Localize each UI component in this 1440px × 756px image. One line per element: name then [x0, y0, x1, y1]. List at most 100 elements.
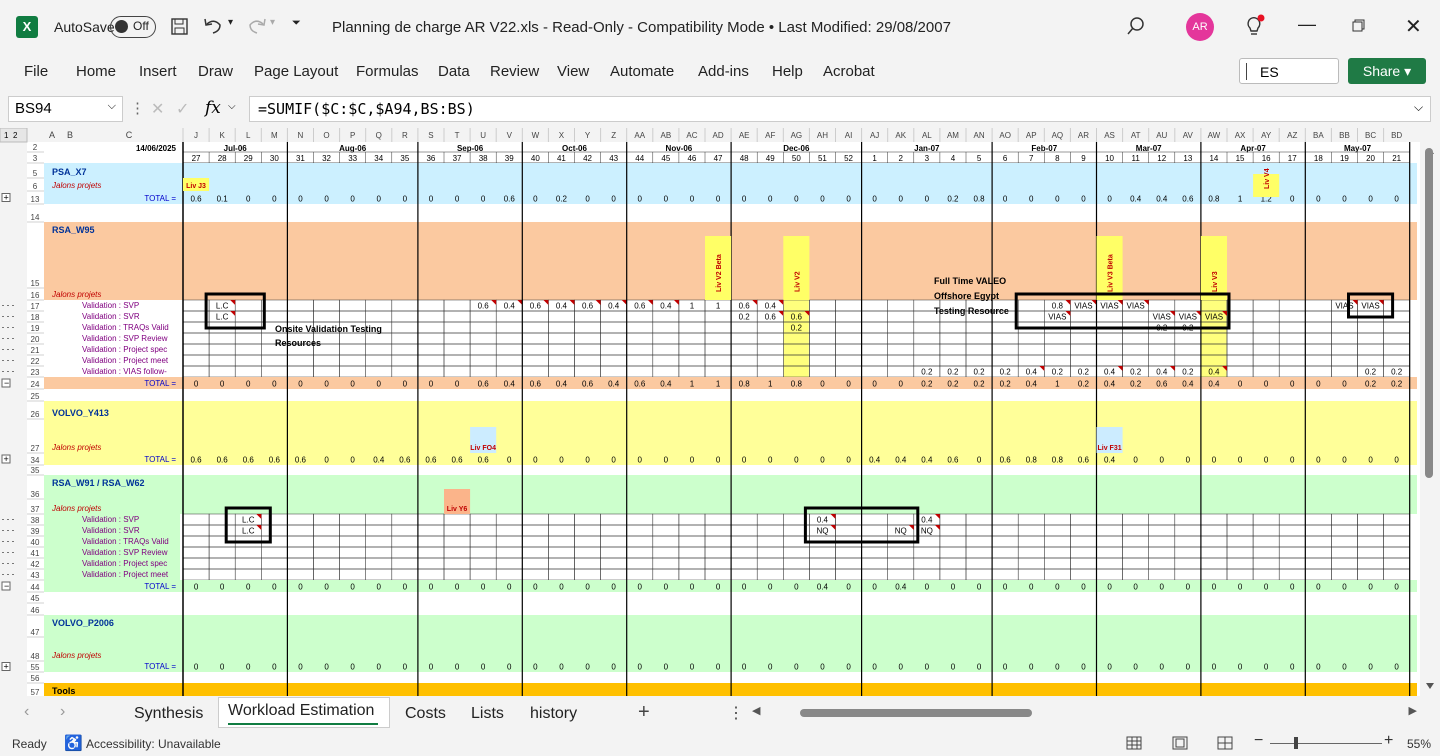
grid-cell[interactable]: [678, 557, 706, 570]
grid-cell[interactable]: [1331, 354, 1358, 367]
grid-cell[interactable]: [234, 310, 262, 323]
grid-cell[interactable]: [730, 332, 758, 345]
add-sheet-icon[interactable]: +: [638, 701, 650, 723]
grid-cell[interactable]: [443, 513, 471, 526]
grid-cell[interactable]: [939, 535, 967, 548]
grid-cell[interactable]: [417, 332, 445, 345]
expand-formula-bar-icon[interactable]: ⌵: [1414, 100, 1424, 114]
grid-cell[interactable]: [1148, 568, 1176, 581]
grid-cell[interactable]: [652, 568, 680, 581]
grid-cell[interactable]: [965, 332, 993, 345]
grid-cell[interactable]: [469, 365, 497, 378]
grid-cell[interactable]: [1278, 321, 1306, 334]
grid-cell[interactable]: [991, 343, 1019, 356]
grid-cell[interactable]: [1357, 354, 1384, 367]
grid-cell[interactable]: [548, 513, 575, 526]
grid-cell[interactable]: [1122, 568, 1149, 581]
grid-cell[interactable]: [391, 321, 419, 334]
grid-cell[interactable]: [1122, 343, 1149, 356]
grid-cell[interactable]: [887, 321, 915, 334]
grid-cell[interactable]: [1096, 343, 1123, 356]
grid-cell[interactable]: [809, 546, 836, 559]
menu-help[interactable]: Help: [772, 63, 803, 80]
grid-cell[interactable]: [1331, 365, 1358, 378]
accessibility-status[interactable]: Accessibility: Unavailable: [86, 737, 221, 751]
save-icon[interactable]: [170, 17, 190, 37]
grid-cell[interactable]: [626, 310, 654, 323]
grid-cell[interactable]: [756, 332, 784, 345]
grid-cell[interactable]: [939, 557, 967, 570]
grid-cell[interactable]: [1278, 299, 1306, 312]
grid-cell[interactable]: [939, 513, 967, 526]
zoom-level[interactable]: 55%: [1407, 737, 1432, 751]
grid-cell[interactable]: [548, 557, 575, 570]
grid-cell[interactable]: [495, 524, 523, 537]
grid-cell[interactable]: [1044, 332, 1071, 345]
grid-cell[interactable]: [522, 310, 549, 323]
grid-cell[interactable]: [1226, 299, 1254, 312]
grid-cell[interactable]: [522, 343, 549, 356]
grid-cell[interactable]: [391, 524, 419, 537]
grid-cell[interactable]: [965, 535, 993, 548]
grid-cell[interactable]: [1070, 343, 1097, 356]
grid-cell[interactable]: [887, 354, 915, 367]
grid-cell[interactable]: [208, 546, 236, 559]
grid-cell[interactable]: [626, 332, 654, 345]
grid-cell[interactable]: [1174, 546, 1202, 559]
grid-cell[interactable]: [443, 343, 471, 356]
grid-cell[interactable]: [704, 568, 732, 581]
grid-cell[interactable]: [365, 524, 393, 537]
grid-cell[interactable]: [652, 513, 680, 526]
grid-cell[interactable]: [626, 513, 654, 526]
grid-cell[interactable]: [1305, 365, 1332, 378]
grid-cell[interactable]: [1200, 546, 1228, 559]
grid-cell[interactable]: [522, 557, 549, 570]
grid-cell[interactable]: [365, 299, 393, 312]
grid-cell[interactable]: [469, 332, 497, 345]
grid-cell[interactable]: [495, 343, 523, 356]
grid-cell[interactable]: [652, 557, 680, 570]
grid-cell[interactable]: [1200, 568, 1228, 581]
grid-cell[interactable]: [1252, 321, 1280, 334]
grid-cell[interactable]: [1174, 354, 1202, 367]
sheet-tab-synthesis[interactable]: Synthesis: [134, 705, 204, 722]
grid-cell[interactable]: [678, 343, 706, 356]
page-break-view-icon[interactable]: [1217, 736, 1233, 750]
grid-cell[interactable]: [626, 546, 654, 559]
grid-cell[interactable]: [365, 513, 393, 526]
grid-cell[interactable]: [1122, 557, 1149, 570]
grid-cell[interactable]: [495, 557, 523, 570]
grid-cell[interactable]: [1070, 354, 1097, 367]
grid-cell[interactable]: [1305, 524, 1332, 537]
grid-cell[interactable]: [313, 299, 340, 312]
grid-cell[interactable]: [913, 557, 941, 570]
grid-cell[interactable]: [365, 546, 393, 559]
grid-cell[interactable]: [1357, 332, 1384, 345]
grid-cell[interactable]: [1174, 568, 1202, 581]
grid-cell[interactable]: [1331, 568, 1358, 581]
grid-cell[interactable]: [991, 354, 1019, 367]
grid-cell[interactable]: [756, 513, 784, 526]
grid-cell[interactable]: [939, 568, 967, 581]
grid-cell[interactable]: [1278, 513, 1306, 526]
grid-cell[interactable]: [730, 568, 758, 581]
grid-cell[interactable]: [339, 546, 366, 559]
grid-cell[interactable]: [756, 365, 784, 378]
grid-cell[interactable]: [678, 513, 706, 526]
grid-cell[interactable]: [1148, 332, 1176, 345]
cancel-icon[interactable]: ✕: [151, 101, 165, 118]
grid-cell[interactable]: [495, 321, 523, 334]
grid-cell[interactable]: [1383, 332, 1410, 345]
grid-cell[interactable]: [469, 557, 497, 570]
grid-cell[interactable]: [1357, 546, 1384, 559]
grid-cell[interactable]: [522, 354, 549, 367]
grid-cell[interactable]: [1252, 343, 1280, 356]
grid-cell[interactable]: [1096, 332, 1123, 345]
grid-cell[interactable]: [339, 354, 366, 367]
grid-cell[interactable]: [861, 524, 888, 537]
grid-cell[interactable]: [548, 343, 575, 356]
sheet-tab-history[interactable]: history: [530, 705, 578, 722]
grid-cell[interactable]: [1305, 557, 1332, 570]
restore-icon[interactable]: [1352, 19, 1366, 33]
grid-cell[interactable]: [861, 321, 888, 334]
